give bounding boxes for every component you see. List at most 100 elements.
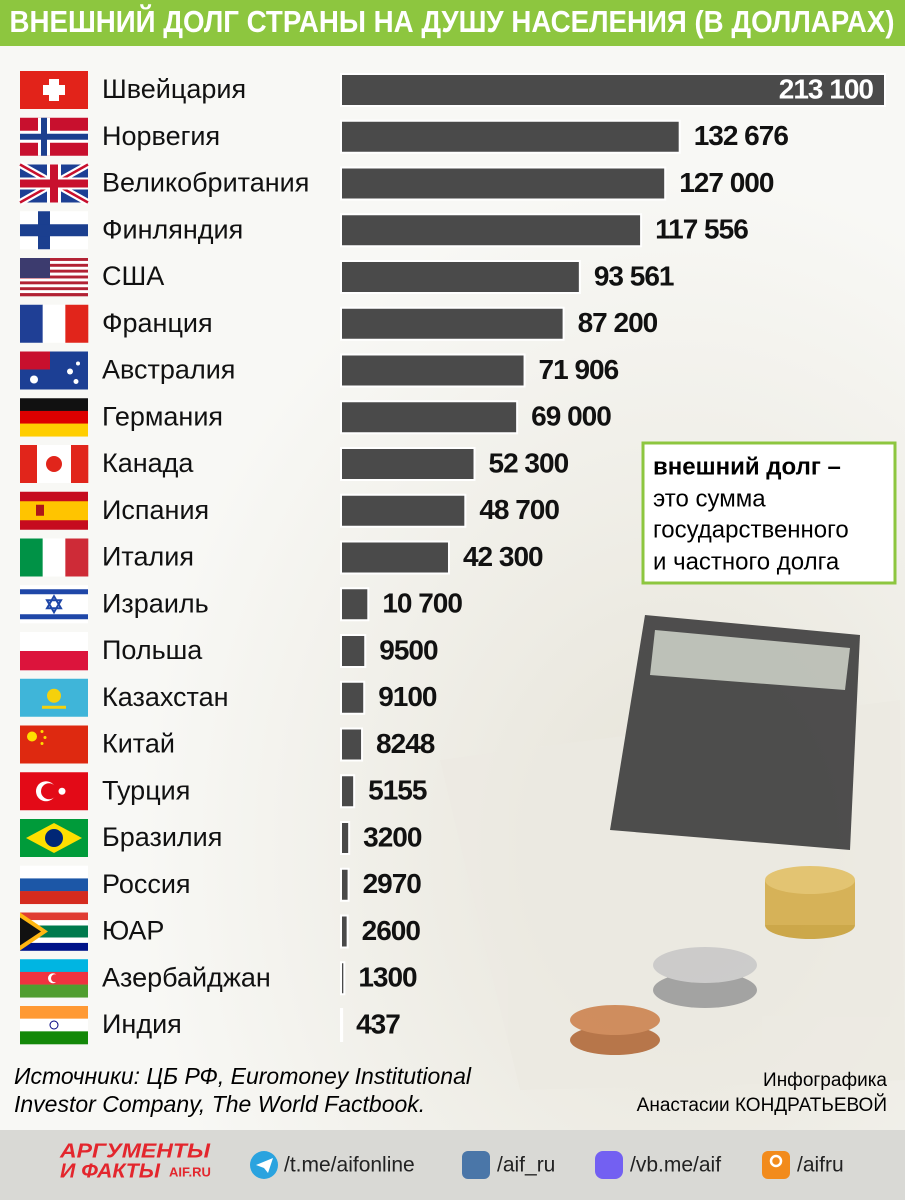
flag	[20, 445, 89, 483]
flag-part	[65, 538, 89, 577]
flag-part	[20, 258, 88, 262]
value-label: 1300	[358, 962, 417, 993]
flag-part	[42, 304, 66, 343]
footer	[0, 1130, 905, 1200]
flag-part	[20, 651, 88, 671]
bar	[340, 306, 565, 341]
link[interactable]: /t.me/aifonline	[284, 1154, 415, 1177]
viber-icon	[595, 1151, 623, 1179]
value-label: 10 700	[382, 588, 462, 619]
flag-part	[40, 730, 44, 733]
flag-part	[51, 974, 59, 983]
value-label: 213 100	[779, 73, 874, 104]
flag-part	[20, 287, 88, 291]
bar	[340, 634, 367, 668]
bar	[340, 166, 667, 201]
flag-part	[20, 935, 88, 944]
rows: Швейцария 213 100 Норвегия 132 676 Великобри…	[18, 71, 886, 1045]
flag-part	[20, 1006, 88, 1019]
note-line: и частного долга	[653, 548, 840, 575]
flag-part	[43, 736, 47, 739]
category-label: Италия	[102, 542, 194, 572]
link[interactable]: /aifru	[797, 1154, 844, 1177]
value-label: 42 300	[463, 541, 543, 572]
flag-part	[20, 410, 88, 424]
link[interactable]: /vb.me/aif	[630, 1154, 721, 1177]
flag-part	[27, 731, 37, 742]
bar	[340, 821, 351, 855]
value-label: 9100	[378, 681, 437, 712]
flag-part	[42, 705, 66, 709]
bar	[340, 119, 681, 154]
flag-part	[20, 878, 88, 892]
flag	[20, 258, 88, 297]
flag-part	[20, 278, 88, 282]
bar	[340, 493, 467, 528]
flag-part	[20, 920, 88, 928]
flag	[20, 819, 88, 857]
bar	[340, 1008, 344, 1042]
sources: Источники: ЦБ РФ, Euromoney Institutiona…	[14, 1063, 472, 1089]
logo: И ФАКТЫ	[60, 1160, 161, 1182]
flag-part	[76, 361, 80, 366]
flag-part	[20, 1018, 88, 1032]
flag-part	[20, 258, 50, 278]
bar	[340, 213, 643, 248]
flag-part	[20, 398, 88, 412]
vk-icon	[462, 1151, 490, 1179]
flag	[20, 865, 88, 905]
value-label: 117 556	[655, 214, 748, 245]
value-label: 9500	[379, 634, 438, 665]
flag	[18, 161, 90, 206]
flag-part	[65, 304, 89, 343]
bar	[340, 680, 366, 715]
flag	[20, 725, 88, 764]
value-label: 71 906	[539, 354, 619, 385]
flag-part	[20, 984, 88, 998]
flag-part	[20, 351, 50, 370]
bar	[340, 914, 349, 949]
bar	[340, 727, 364, 762]
flag-part	[42, 538, 66, 577]
category-label: Китай	[102, 729, 175, 759]
flag	[20, 398, 88, 437]
credit: Анастасии КОНДРАТЬЕВОЙ	[637, 1094, 887, 1116]
flag-part	[45, 829, 63, 847]
flag	[20, 117, 88, 156]
value-label: 52 300	[489, 447, 569, 478]
flag-part	[20, 589, 88, 595]
flag-part	[20, 275, 88, 279]
logo: АРГУМЕНТЫ	[59, 1140, 211, 1162]
flag	[20, 1006, 88, 1045]
flag-part	[20, 293, 88, 297]
bar	[340, 353, 526, 388]
flag-part	[20, 865, 88, 879]
flag-part	[20, 290, 88, 294]
logo: AIF.RU	[169, 1164, 211, 1179]
category-label: Польша	[102, 635, 203, 665]
flag	[20, 632, 88, 671]
chart-title: ВНЕШНИЙ ДОЛГ СТРАНЫ НА ДУШУ НАСЕЛЕНИЯ (В…	[10, 3, 895, 39]
value-label: 93 561	[594, 260, 674, 291]
bar	[340, 867, 350, 902]
bar	[340, 774, 356, 809]
flag-part	[20, 912, 88, 921]
link[interactable]: /aif_ru	[497, 1154, 555, 1177]
category-label: Швейцария	[102, 74, 246, 104]
decor	[440, 615, 905, 1090]
flag-part	[73, 379, 79, 384]
note-line: государственного	[653, 516, 849, 543]
flag	[20, 585, 88, 624]
category-label: Финляндия	[102, 214, 243, 244]
flag-part	[20, 269, 88, 273]
category-label: Испания	[102, 495, 209, 525]
category-label: ЮАР	[102, 916, 164, 946]
flag-part	[20, 263, 88, 268]
category-label: Норвегия	[102, 121, 220, 151]
bar	[340, 540, 450, 575]
value-label: 48 700	[479, 494, 559, 525]
flag	[20, 678, 88, 717]
value-label: 437	[356, 1008, 400, 1039]
flag-part	[47, 688, 61, 703]
